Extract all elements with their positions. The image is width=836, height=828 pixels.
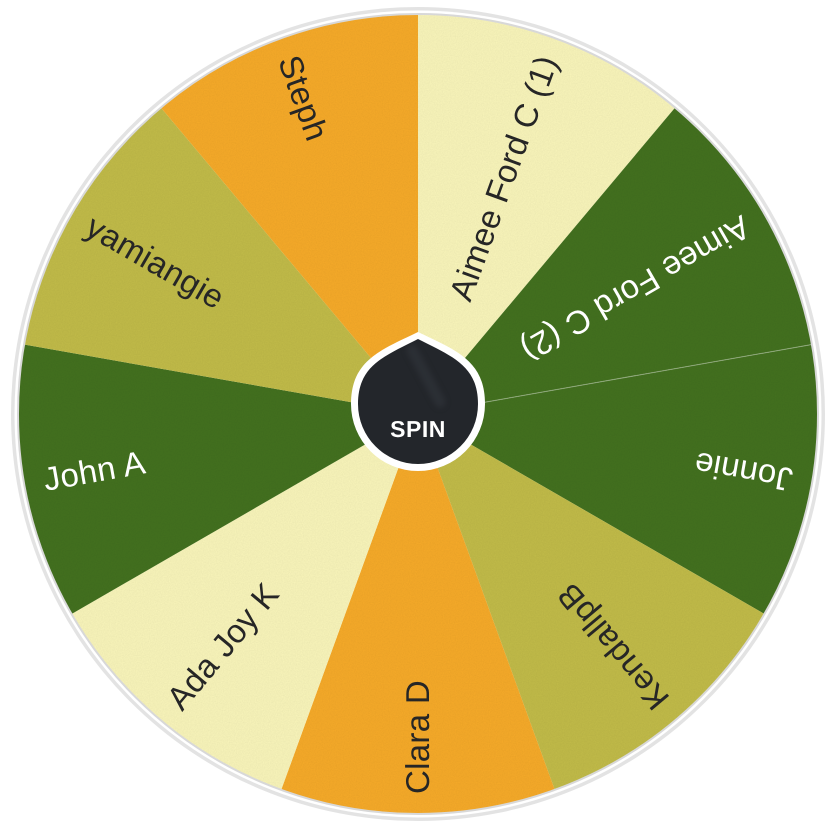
svg-text:SPIN: SPIN <box>390 416 446 442</box>
